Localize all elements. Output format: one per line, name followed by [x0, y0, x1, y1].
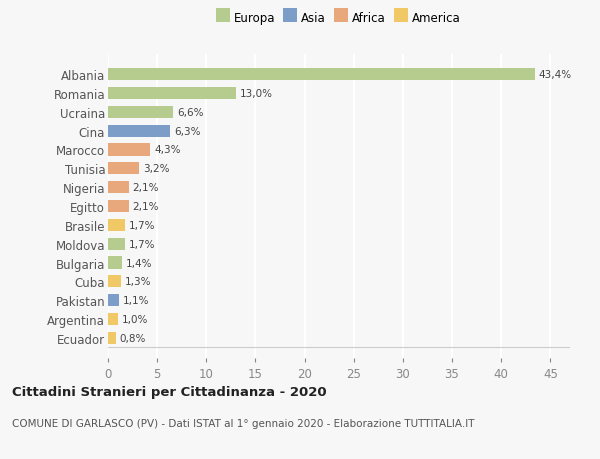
Bar	[108, 163, 139, 175]
Bar	[108, 106, 173, 119]
Bar	[108, 125, 170, 137]
Text: COMUNE DI GARLASCO (PV) - Dati ISTAT al 1° gennaio 2020 - Elaborazione TUTTITALI: COMUNE DI GARLASCO (PV) - Dati ISTAT al …	[12, 418, 475, 428]
Bar	[108, 88, 236, 100]
Text: 1,4%: 1,4%	[125, 258, 152, 268]
Text: 13,0%: 13,0%	[240, 89, 273, 99]
Text: 43,4%: 43,4%	[539, 70, 572, 80]
Bar	[108, 144, 150, 156]
Text: 1,1%: 1,1%	[123, 296, 149, 306]
Text: Cittadini Stranieri per Cittadinanza - 2020: Cittadini Stranieri per Cittadinanza - 2…	[12, 386, 326, 398]
Bar	[108, 276, 121, 288]
Bar	[108, 257, 122, 269]
Bar	[108, 219, 125, 231]
Legend: Europa, Asia, Africa, America: Europa, Asia, Africa, America	[214, 8, 464, 28]
Text: 0,8%: 0,8%	[120, 333, 146, 343]
Text: 1,3%: 1,3%	[125, 277, 151, 287]
Bar	[108, 294, 119, 307]
Text: 1,7%: 1,7%	[128, 220, 155, 230]
Text: 6,6%: 6,6%	[177, 107, 203, 118]
Text: 6,3%: 6,3%	[174, 126, 200, 136]
Bar	[108, 238, 125, 250]
Bar	[108, 182, 128, 194]
Text: 4,3%: 4,3%	[154, 145, 181, 155]
Bar	[108, 201, 128, 213]
Text: 2,1%: 2,1%	[133, 202, 159, 212]
Text: 2,1%: 2,1%	[133, 183, 159, 193]
Text: 3,2%: 3,2%	[143, 164, 170, 174]
Bar	[108, 332, 116, 344]
Bar	[108, 69, 535, 81]
Text: 1,7%: 1,7%	[128, 239, 155, 249]
Bar	[108, 313, 118, 325]
Text: 1,0%: 1,0%	[122, 314, 148, 325]
